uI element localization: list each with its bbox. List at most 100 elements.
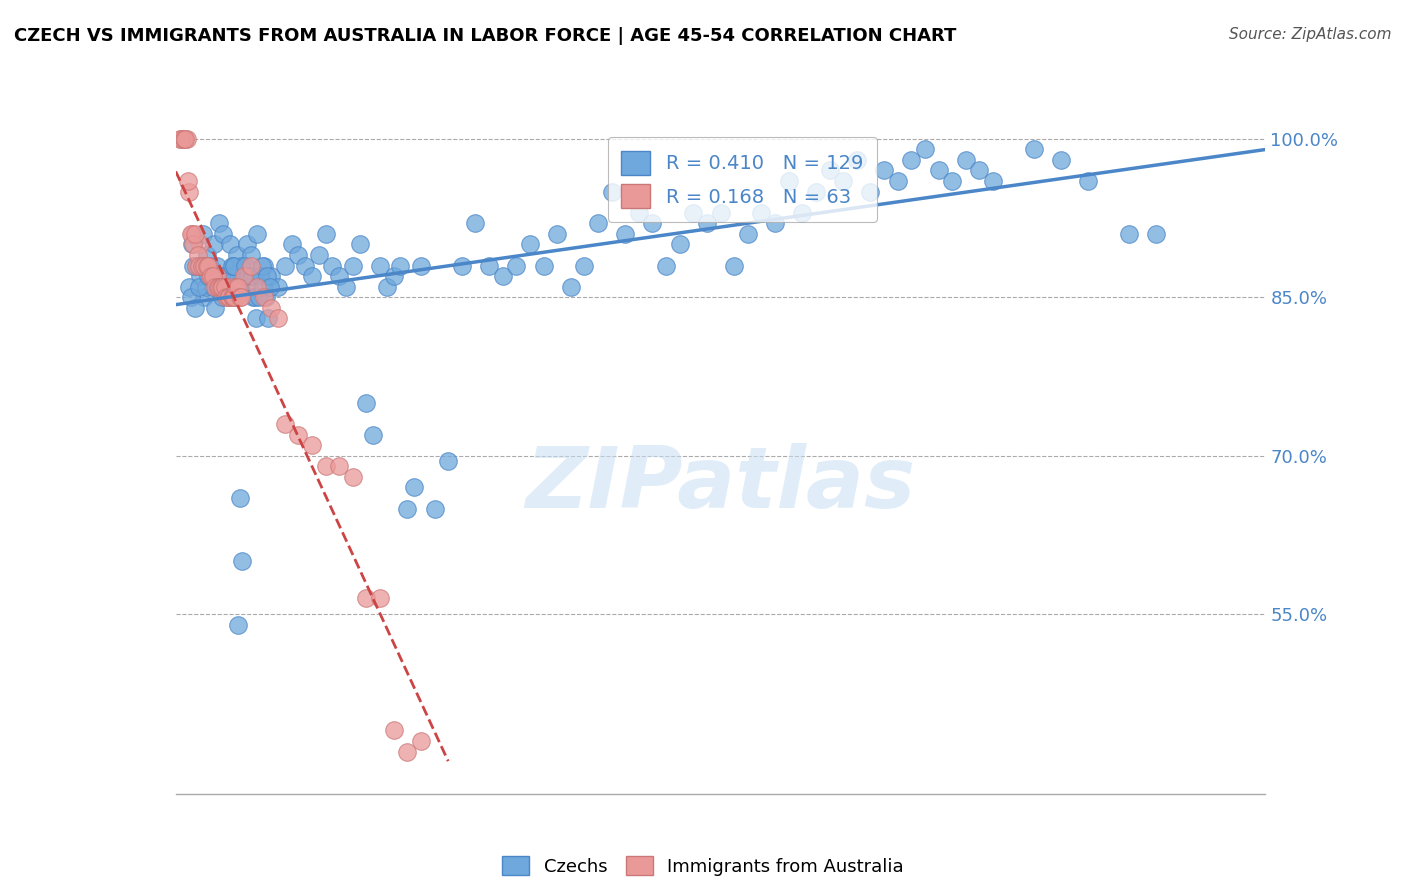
Point <box>301 269 323 284</box>
Point <box>222 290 245 304</box>
Point <box>187 279 209 293</box>
Point <box>191 227 214 241</box>
Text: ZIPatlas: ZIPatlas <box>526 443 915 526</box>
Point <box>478 259 501 273</box>
Point <box>215 290 238 304</box>
Point <box>233 259 256 273</box>
Point <box>342 470 364 484</box>
Point <box>280 237 302 252</box>
Legend: R = 0.410   N = 129, R = 0.168   N = 63: R = 0.410 N = 129, R = 0.168 N = 63 <box>607 137 877 222</box>
Point <box>655 259 678 273</box>
Point <box>211 279 233 293</box>
Point <box>1077 174 1099 188</box>
Point <box>256 269 278 284</box>
Point <box>181 237 204 252</box>
Point <box>198 269 221 284</box>
Point <box>315 227 337 241</box>
Point <box>492 269 515 284</box>
Point <box>253 259 276 273</box>
Point <box>464 216 486 230</box>
Text: Source: ZipAtlas.com: Source: ZipAtlas.com <box>1229 27 1392 42</box>
Point <box>224 259 246 273</box>
Point <box>231 554 253 568</box>
Point <box>215 279 238 293</box>
Point <box>186 259 208 273</box>
Point <box>368 259 391 273</box>
Point <box>205 269 228 284</box>
Point <box>214 269 236 284</box>
Point <box>315 459 337 474</box>
Point <box>202 269 225 284</box>
Point <box>169 132 191 146</box>
Point <box>287 248 309 262</box>
Point <box>751 205 773 219</box>
Point <box>243 290 266 304</box>
Point <box>187 259 209 273</box>
Point <box>198 259 221 273</box>
Point <box>294 259 316 273</box>
Point <box>183 237 205 252</box>
Point <box>184 301 207 315</box>
Point <box>396 745 419 759</box>
Point <box>737 227 759 241</box>
Point <box>804 185 827 199</box>
Point <box>382 723 405 738</box>
Point <box>181 227 204 241</box>
Point <box>955 153 977 167</box>
Point <box>236 269 259 284</box>
Point <box>928 163 950 178</box>
Point <box>177 174 200 188</box>
Point <box>321 259 343 273</box>
Point <box>245 311 267 326</box>
Point <box>254 290 277 304</box>
Point <box>267 311 290 326</box>
Point <box>246 279 269 293</box>
Point <box>191 259 214 273</box>
Point <box>259 279 281 293</box>
Point <box>287 427 309 442</box>
Point <box>179 279 201 293</box>
Point <box>586 216 609 230</box>
Point <box>247 290 270 304</box>
Point <box>201 269 224 284</box>
Point <box>260 301 283 315</box>
Point <box>219 279 242 293</box>
Point <box>404 480 426 494</box>
Point <box>710 205 733 219</box>
Point <box>250 259 273 273</box>
Point <box>600 185 623 199</box>
Point <box>231 259 253 273</box>
Point <box>450 259 472 273</box>
Point <box>1118 227 1140 241</box>
Point <box>253 290 276 304</box>
Point <box>204 279 226 293</box>
Point <box>228 617 250 632</box>
Point <box>197 259 219 273</box>
Point <box>232 269 254 284</box>
Point <box>763 216 786 230</box>
Point <box>204 301 226 315</box>
Point <box>218 269 240 284</box>
Point <box>409 259 432 273</box>
Point <box>375 279 398 293</box>
Legend: Czechs, Immigrants from Australia: Czechs, Immigrants from Australia <box>495 849 911 883</box>
Point <box>723 259 745 273</box>
Point <box>941 174 963 188</box>
Point <box>792 205 814 219</box>
Point <box>209 269 232 284</box>
Point <box>172 132 194 146</box>
Point <box>382 269 405 284</box>
Point <box>423 501 446 516</box>
Point <box>301 438 323 452</box>
Point <box>194 259 217 273</box>
Point <box>356 396 378 410</box>
Point <box>335 279 357 293</box>
Point <box>240 269 263 284</box>
Point <box>308 248 330 262</box>
Point <box>221 259 243 273</box>
Point <box>832 174 855 188</box>
Point <box>225 279 247 293</box>
Point <box>238 279 260 293</box>
Point <box>627 205 650 219</box>
Point <box>1050 153 1073 167</box>
